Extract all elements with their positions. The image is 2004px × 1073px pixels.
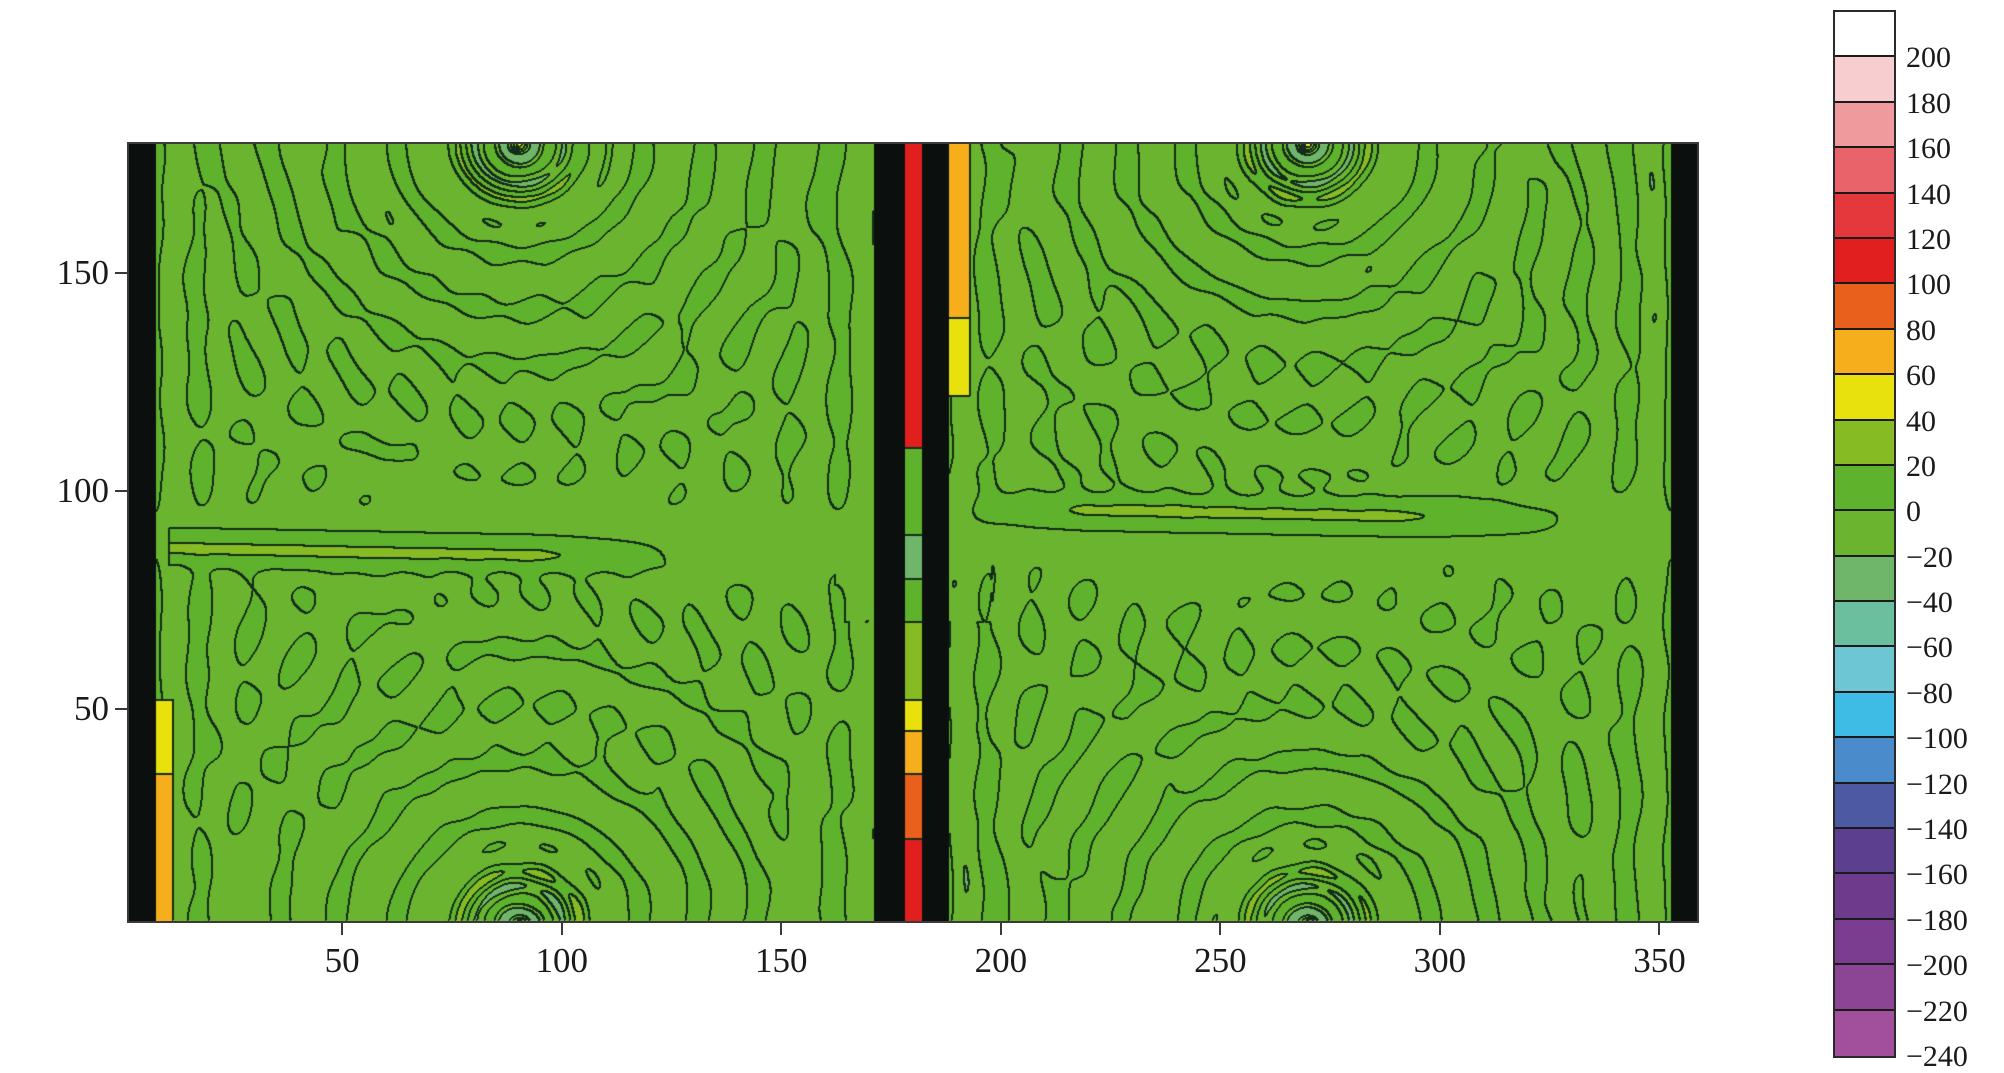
colorbar-label: −160 <box>1906 858 1968 892</box>
colorbar-cell <box>1835 284 1894 330</box>
colorbar-cell <box>1835 238 1894 285</box>
colorbar-label: −80 <box>1906 676 1953 710</box>
colorbar-label: −100 <box>1906 722 1968 756</box>
contour-field <box>129 144 1697 921</box>
x-tick <box>780 923 783 935</box>
colorbar-label: −200 <box>1906 949 1968 983</box>
colorbar-cell <box>1835 829 1894 875</box>
colorbar-label: 160 <box>1906 132 1951 166</box>
colorbar-cell <box>1835 647 1894 693</box>
colorbar-label: −180 <box>1906 903 1968 937</box>
colorbar-label: −220 <box>1906 994 1968 1028</box>
colorbar-label: 80 <box>1906 313 1936 347</box>
x-tick <box>1438 923 1441 935</box>
colorbar-cell <box>1835 375 1894 421</box>
colorbar-cell <box>1835 193 1894 239</box>
x-tick <box>1658 923 1661 935</box>
y-tick <box>115 490 127 493</box>
x-tick-label: 100 <box>535 941 588 980</box>
colorbar-cell <box>1835 602 1894 648</box>
y-tick-label: 100 <box>56 471 110 511</box>
colorbar-label: −20 <box>1906 540 1953 574</box>
colorbar-cell <box>1835 783 1894 830</box>
colorbar-cell <box>1835 919 1894 966</box>
colorbar-cell <box>1835 556 1894 603</box>
colorbar-label: −140 <box>1906 813 1968 847</box>
colorbar-label: 100 <box>1906 268 1951 302</box>
x-tick <box>560 923 563 935</box>
colorbar-label: 140 <box>1906 177 1951 211</box>
y-tick <box>115 271 127 274</box>
plot-area <box>127 142 1699 923</box>
colorbar-label: 0 <box>1906 495 1921 529</box>
x-tick-label: 300 <box>1413 941 1467 980</box>
colorbar-label: 20 <box>1906 449 1936 483</box>
colorbar-label: 180 <box>1906 86 1951 120</box>
x-tick <box>999 923 1002 935</box>
colorbar-cell <box>1835 329 1894 376</box>
x-tick-label: 250 <box>1194 941 1247 980</box>
colorbar-cell <box>1835 511 1894 557</box>
colorbar-label: −240 <box>1906 1040 1968 1073</box>
colorbar-cell <box>1835 12 1894 58</box>
y-tick-label: 50 <box>74 689 109 729</box>
x-tick <box>1219 923 1222 935</box>
y-tick-label: 150 <box>56 252 110 292</box>
x-tick-label: 200 <box>974 941 1028 980</box>
x-tick-label: 350 <box>1633 941 1686 980</box>
colorbar-label: 120 <box>1906 222 1951 256</box>
colorbar-cell <box>1835 465 1894 512</box>
x-tick <box>341 923 344 935</box>
colorbar-cell <box>1835 148 1894 194</box>
colorbar <box>1833 10 1896 1058</box>
x-tick-label: 50 <box>324 941 360 980</box>
colorbar-label: −60 <box>1906 631 1953 665</box>
colorbar-cell <box>1835 1010 1894 1056</box>
colorbar-cell <box>1835 420 1894 466</box>
colorbar-cell <box>1835 874 1894 920</box>
y-tick <box>115 708 127 711</box>
colorbar-label: 60 <box>1906 359 1936 393</box>
colorbar-label: 200 <box>1906 41 1951 75</box>
x-tick-label: 150 <box>755 941 808 980</box>
colorbar-label: 40 <box>1906 404 1936 438</box>
colorbar-cell <box>1835 738 1894 784</box>
colorbar-label: −120 <box>1906 767 1968 801</box>
colorbar-cell <box>1835 692 1894 739</box>
colorbar-cell <box>1835 965 1894 1011</box>
colorbar-cell <box>1835 57 1894 103</box>
colorbar-label: −40 <box>1906 586 1953 620</box>
colorbar-cell <box>1835 102 1894 149</box>
